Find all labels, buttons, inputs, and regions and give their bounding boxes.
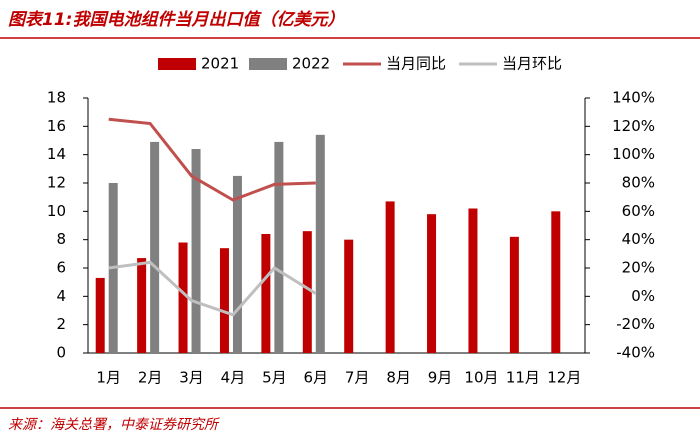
y-tick-label: 8 <box>56 230 66 248</box>
x-tick-label: 12月 <box>547 369 581 387</box>
x-tick-label: 1月 <box>96 369 121 387</box>
y2-tick-label: -40% <box>616 344 655 362</box>
y2-tick-label: 40% <box>622 230 655 248</box>
bar <box>150 141 160 353</box>
source: 来源：海关总署，中泰证券研究所 <box>8 417 220 433</box>
bar <box>274 141 284 353</box>
bar <box>261 234 271 353</box>
x-tick-label: 8月 <box>386 369 411 387</box>
bar <box>232 175 242 353</box>
legend-swatch <box>158 58 196 70</box>
bar <box>551 211 561 353</box>
bar <box>302 231 312 353</box>
legend-swatch <box>249 58 287 70</box>
y2-tick-label: 0% <box>631 287 655 305</box>
bar <box>137 258 147 353</box>
y2-tick-label: 120% <box>612 117 655 135</box>
y-tick-label: 10 <box>47 202 66 220</box>
y-tick-label: 16 <box>47 117 66 135</box>
bar <box>95 277 105 353</box>
y2-tick-label: 80% <box>622 174 655 192</box>
line-series <box>108 117 316 202</box>
x-tick-label: 4月 <box>221 369 246 387</box>
x-tick-label: 10月 <box>464 369 498 387</box>
chart-title: 图表11:我国电池组件当月出口值（亿美元） <box>8 10 344 30</box>
legend-label: 当月同比 <box>386 55 446 73</box>
legend-label: 2022 <box>292 55 330 73</box>
x-tick-label: 7月 <box>345 369 370 387</box>
y2-tick-label: 60% <box>622 202 655 220</box>
y-tick-label: 4 <box>56 287 66 305</box>
bar <box>191 149 201 353</box>
bar <box>178 242 188 353</box>
x-tick-label: 6月 <box>304 369 329 387</box>
y2-tick-label: -20% <box>616 315 655 333</box>
bar <box>344 239 354 353</box>
bar <box>509 236 519 353</box>
y-tick-label: 0 <box>56 344 66 362</box>
y2-tick-label: 140% <box>612 89 655 107</box>
x-tick-label: 2月 <box>138 369 163 387</box>
x-tick-label: 11月 <box>506 369 540 387</box>
y-tick-label: 12 <box>47 174 66 192</box>
bar <box>385 201 395 353</box>
y2-tick-label: 20% <box>622 259 655 277</box>
y-tick-label: 18 <box>47 89 66 107</box>
legend-label: 2021 <box>201 55 239 73</box>
y-tick-label: 2 <box>56 315 66 333</box>
x-tick-label: 5月 <box>262 369 287 387</box>
bar <box>427 214 437 353</box>
x-tick-label: 3月 <box>179 369 204 387</box>
x-tick-label: 9月 <box>428 369 453 387</box>
y-tick-label: 6 <box>56 259 66 277</box>
y-tick-label: 14 <box>47 145 66 163</box>
bar <box>315 134 325 353</box>
legend-label: 当月环比 <box>502 55 562 73</box>
bar <box>468 208 478 353</box>
line-series <box>108 260 317 317</box>
y2-tick-label: 100% <box>612 145 655 163</box>
bar <box>219 248 229 353</box>
